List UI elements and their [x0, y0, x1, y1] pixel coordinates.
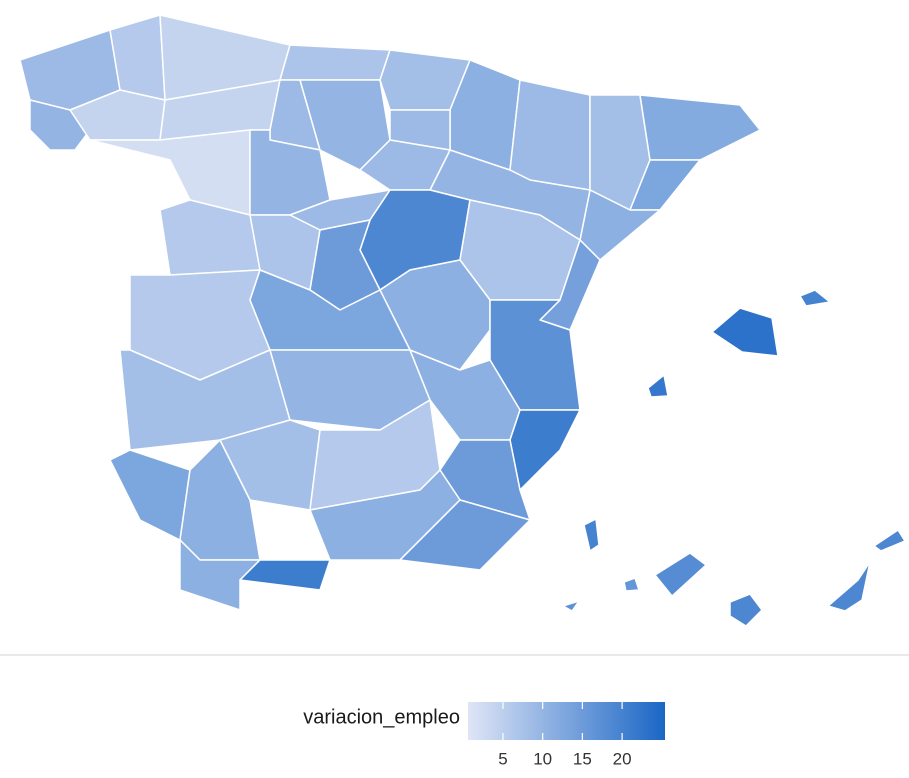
- region: [654, 552, 707, 597]
- region: [279, 44, 391, 81]
- region: [873, 529, 906, 552]
- region: [827, 561, 871, 612]
- colorbar-tick-label: 10: [533, 749, 552, 768]
- legend-title: variacion_empleo: [303, 706, 460, 728]
- region: [509, 79, 591, 191]
- colorbar-tick-label: 5: [498, 749, 507, 768]
- region: [729, 593, 763, 627]
- region: [109, 449, 191, 541]
- colorbar-tick-label: 15: [573, 749, 592, 768]
- region: [239, 559, 331, 591]
- region: [639, 94, 761, 161]
- region: [562, 600, 580, 612]
- region: [647, 374, 669, 398]
- region: [399, 499, 531, 571]
- region: [89, 129, 251, 216]
- region: [799, 289, 831, 307]
- map-regions: [19, 14, 906, 627]
- region: [623, 577, 640, 592]
- region: [711, 307, 779, 357]
- region: [583, 518, 600, 552]
- region: [359, 139, 451, 191]
- region: [509, 409, 581, 491]
- colorbar-tick-label: 20: [613, 749, 632, 768]
- colorbar: [468, 702, 665, 740]
